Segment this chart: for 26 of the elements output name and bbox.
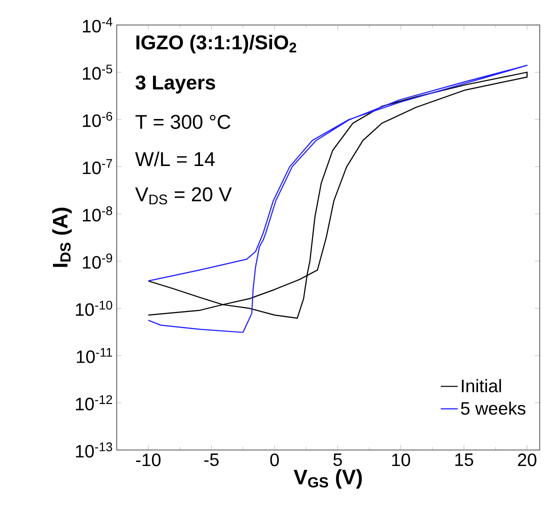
- legend-label: 5 weeks: [460, 402, 526, 415]
- legend-label: Initial: [462, 379, 501, 392]
- x-tick-label: -5: [204, 454, 219, 466]
- x-tick-label: 0: [270, 454, 279, 466]
- y-tick-label: 10$^{-13}$: [76, 442, 112, 458]
- x-tick-label: 15: [455, 454, 474, 466]
- y-tick-label: 10$^{-9}$: [82, 254, 112, 269]
- text: IGZO (3:1:1)/SiO$_{2}$: [136, 34, 296, 54]
- x-tick-label: -10: [136, 454, 161, 466]
- y-tick-label: 10$^{-10}$: [76, 300, 112, 316]
- text: I$_{DS}$ (A): [52, 208, 72, 267]
- text: V$_{GS}$ (V): [294, 469, 362, 489]
- annotation: W/L = 14: [135, 152, 215, 166]
- annotation: T = 300 °C: [136, 114, 230, 129]
- y-tick-label: 10$^{-8}$: [82, 206, 112, 222]
- x-tick-label: 10: [392, 454, 410, 466]
- annotation: V$_{DS}$ = 20 V: [135, 187, 232, 204]
- y-tick-label: 10$^{-5}$: [82, 64, 112, 80]
- x-tick-label: 20: [518, 454, 536, 466]
- x-tick-label: 5: [333, 454, 342, 466]
- y-tick-label: 10$^{-4}$: [82, 17, 112, 33]
- y-tick-label: 10$^{-12}$: [76, 395, 112, 410]
- y-tick-label: 10$^{-6}$: [82, 112, 112, 128]
- y-tick-label: 10$^{-7}$: [82, 159, 112, 174]
- y-tick-label: 10$^{-11}$: [76, 348, 112, 364]
- annotation: 3 Layers: [136, 75, 216, 94]
